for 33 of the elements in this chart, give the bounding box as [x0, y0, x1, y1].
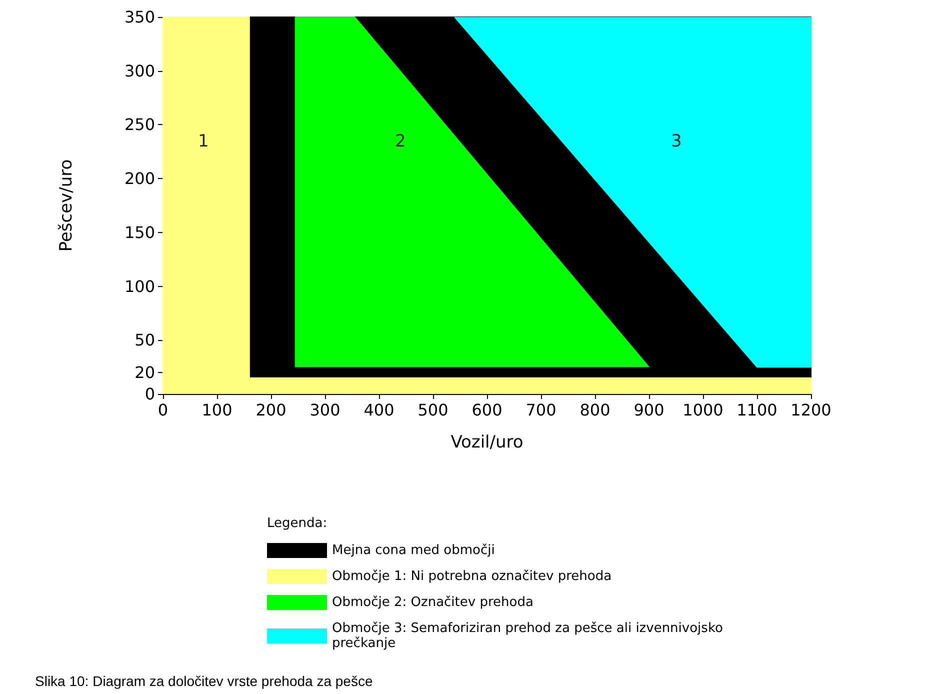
text: Slika 10: Diagram za določitev vrste prehoda za pešce	[35, 673, 373, 689]
x-tick-label: 200	[256, 400, 286, 420]
y-tick-label: 300	[124, 61, 155, 80]
x-tick-label: 300	[310, 400, 340, 420]
x-tick-label: 500	[418, 400, 448, 420]
x-tick-label: 700	[526, 400, 556, 420]
x-tick-label: 600	[472, 400, 502, 420]
legend-label: Območje 2: Označitev prehoda	[332, 595, 534, 610]
y-tick-label: 0	[144, 384, 155, 404]
legend-label: Območje 1: Ni potrebna označitev prehoda	[332, 569, 612, 584]
annotation: 2	[395, 132, 406, 152]
annotation: 3	[671, 132, 682, 152]
y-tick-label: 50	[134, 330, 155, 350]
x-tick-label: 900	[634, 400, 664, 420]
y-tick-label: 100	[124, 276, 155, 296]
legend-label: Območje 3: Semaforiziran prehod za pešce ali izvennivojsko prečkanje	[332, 621, 728, 651]
x-tick-label: 800	[580, 400, 610, 420]
y-tick-label: 20	[134, 362, 155, 382]
x-tick-label: 400	[364, 400, 394, 420]
legend-title: Legenda:	[267, 516, 328, 531]
annotation: 1	[198, 132, 209, 152]
x-tick-label: 0	[158, 400, 168, 420]
y-tick-label: 250	[124, 115, 155, 134]
x-tick-label: 1000	[682, 400, 724, 420]
y-tick-label: 200	[124, 169, 155, 188]
x-tick-label: 100	[202, 400, 232, 420]
legend-label: Mejna cona med območji	[332, 543, 495, 558]
y-axis-title: Pešcev/uro	[56, 159, 76, 252]
y-tick-label: 150	[124, 222, 155, 242]
x-axis-title: Vozil/uro	[450, 432, 524, 452]
y-tick-label: 350	[124, 8, 155, 26]
x-tick-label: 1200	[790, 400, 832, 420]
x-tick-label: 1100	[736, 400, 778, 420]
